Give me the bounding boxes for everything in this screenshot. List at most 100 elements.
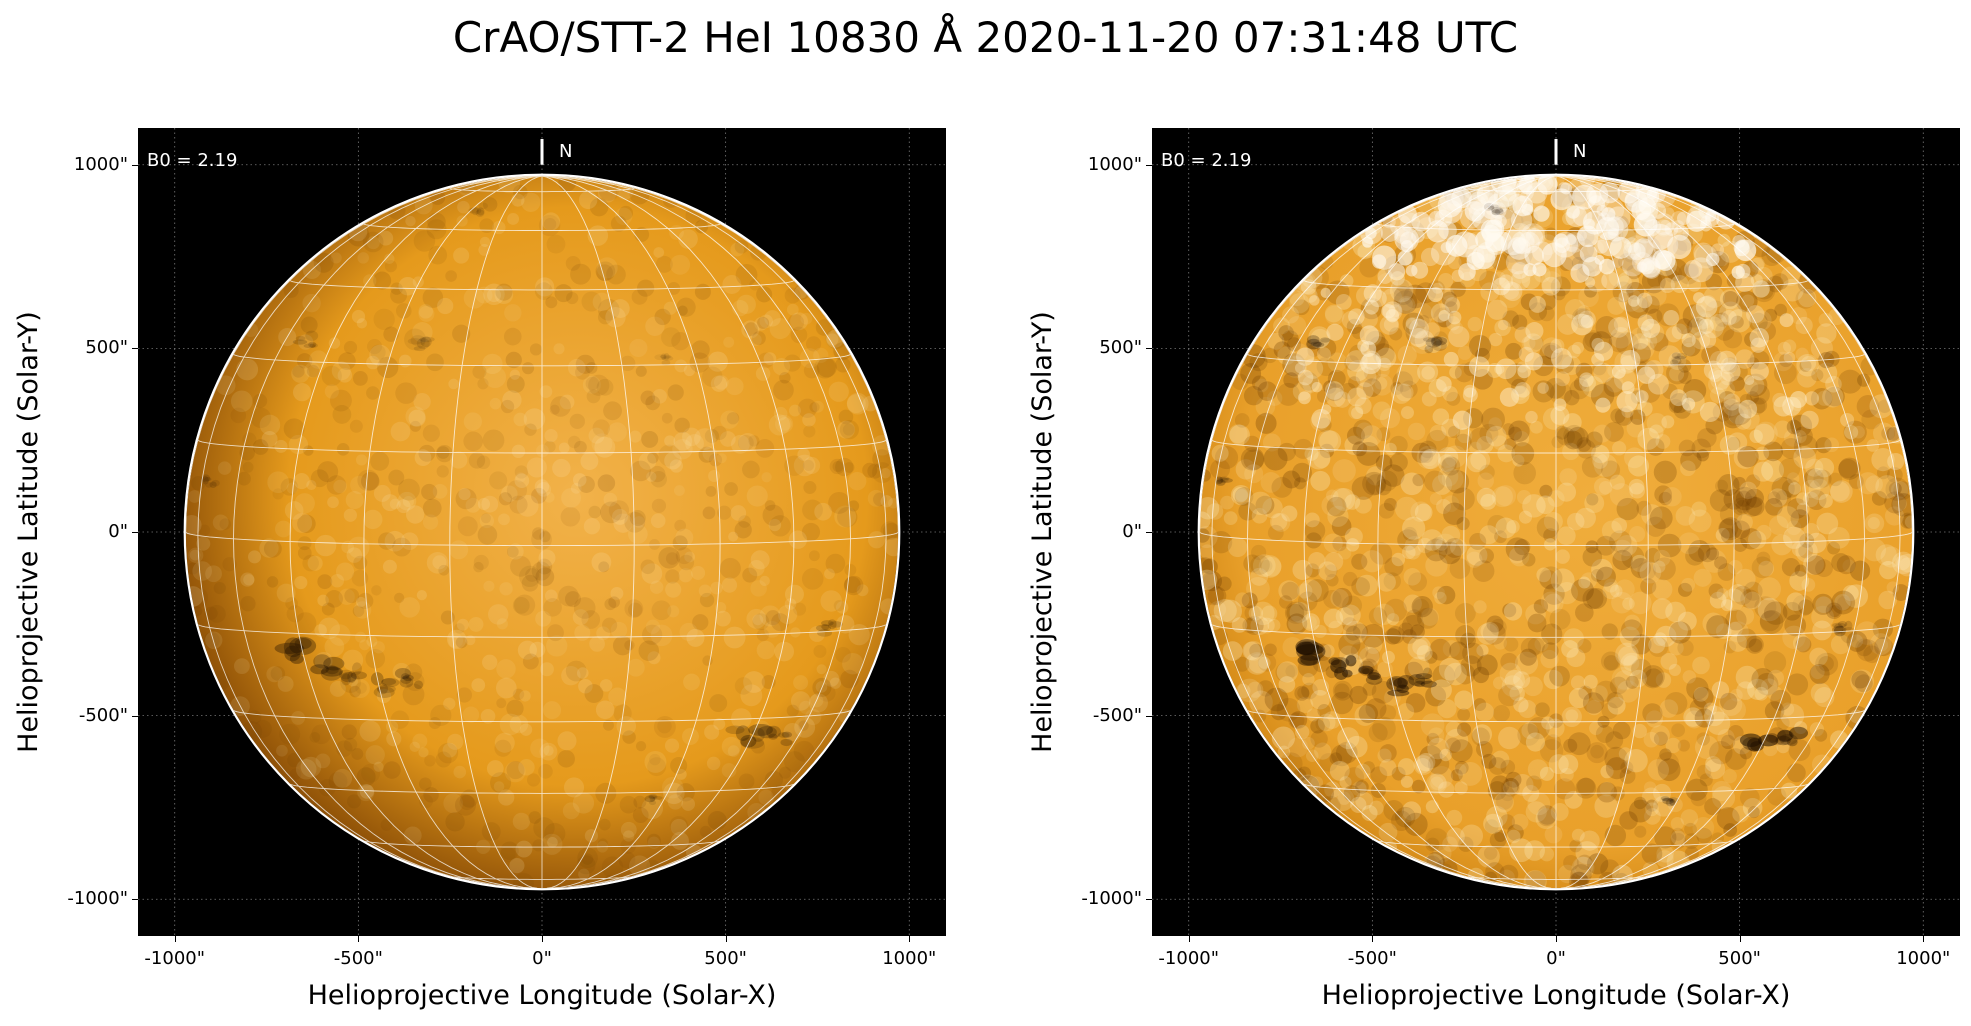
granule bbox=[1577, 638, 1592, 654]
granule bbox=[793, 740, 815, 762]
granule bbox=[574, 440, 587, 454]
granule bbox=[1846, 631, 1868, 652]
granule bbox=[1524, 840, 1545, 861]
dark-feature bbox=[1661, 797, 1674, 802]
granule bbox=[1722, 291, 1739, 307]
granule bbox=[1479, 464, 1495, 480]
granule bbox=[591, 552, 612, 573]
granule bbox=[1843, 420, 1867, 444]
granule bbox=[598, 818, 611, 831]
granule bbox=[1876, 466, 1890, 480]
granule bbox=[519, 565, 541, 588]
granule bbox=[479, 218, 495, 234]
granule bbox=[1386, 626, 1405, 644]
granule bbox=[597, 838, 608, 849]
granule bbox=[1697, 428, 1717, 448]
bright-patch bbox=[1750, 362, 1769, 381]
bright-patch bbox=[1682, 397, 1696, 411]
granule bbox=[678, 568, 693, 583]
granule bbox=[259, 414, 281, 436]
x-tick-label: -1000" bbox=[144, 948, 206, 969]
granule bbox=[677, 305, 688, 316]
granule bbox=[1342, 595, 1363, 616]
granule bbox=[1408, 656, 1430, 678]
granule bbox=[1559, 468, 1577, 486]
dark-feature bbox=[1415, 673, 1432, 680]
bright-patch bbox=[1397, 250, 1413, 266]
bright-patch bbox=[1616, 390, 1638, 413]
bright-patch bbox=[1596, 204, 1609, 217]
granule bbox=[1814, 687, 1835, 708]
x-tick-mark bbox=[725, 936, 727, 942]
granule bbox=[1534, 702, 1550, 718]
granule bbox=[1554, 778, 1576, 800]
bright-patch bbox=[1640, 257, 1661, 278]
granule bbox=[592, 292, 612, 312]
granule bbox=[653, 715, 676, 738]
granule bbox=[291, 710, 306, 725]
granule bbox=[1240, 363, 1262, 384]
dark-feature bbox=[323, 656, 345, 671]
granule bbox=[1828, 472, 1843, 487]
granule bbox=[341, 724, 357, 740]
granule bbox=[756, 628, 770, 642]
granule bbox=[1481, 753, 1497, 769]
granule bbox=[1760, 678, 1778, 695]
granule bbox=[1446, 827, 1465, 846]
granule bbox=[564, 591, 581, 608]
granule bbox=[1469, 441, 1482, 455]
granule bbox=[628, 524, 648, 544]
bright-patch bbox=[1533, 205, 1550, 222]
bright-patch bbox=[1311, 381, 1323, 393]
bright-patch bbox=[1647, 223, 1674, 250]
granule bbox=[1641, 295, 1660, 314]
granule bbox=[1825, 602, 1843, 620]
granule bbox=[1850, 669, 1875, 694]
granule bbox=[1644, 668, 1664, 688]
granule bbox=[442, 742, 458, 758]
granule bbox=[1303, 288, 1318, 303]
granule bbox=[1685, 546, 1705, 566]
granule bbox=[292, 383, 312, 402]
granule bbox=[496, 618, 508, 630]
granule bbox=[1763, 441, 1783, 462]
granule bbox=[1748, 638, 1763, 653]
granule bbox=[1420, 299, 1441, 319]
granule bbox=[463, 431, 483, 452]
granule bbox=[219, 518, 231, 530]
granule bbox=[1351, 326, 1365, 340]
granule bbox=[250, 407, 272, 429]
granule bbox=[408, 409, 426, 427]
granule bbox=[307, 555, 323, 571]
granule bbox=[769, 317, 791, 340]
dark-feature bbox=[320, 665, 342, 681]
granule bbox=[544, 589, 558, 603]
granule bbox=[1714, 312, 1730, 327]
granule bbox=[529, 343, 543, 356]
granule bbox=[588, 505, 601, 519]
granule bbox=[1263, 446, 1288, 471]
dark-feature bbox=[284, 645, 301, 662]
granule bbox=[361, 763, 381, 783]
granule bbox=[691, 565, 706, 580]
granule bbox=[748, 435, 760, 447]
granule bbox=[1499, 287, 1521, 309]
granule bbox=[1537, 808, 1556, 827]
granule bbox=[1733, 486, 1757, 511]
granule bbox=[1631, 658, 1652, 680]
granule bbox=[847, 394, 866, 414]
dark-feature bbox=[1742, 736, 1763, 751]
granule bbox=[1652, 557, 1676, 581]
granule bbox=[1473, 698, 1487, 712]
granule bbox=[1746, 474, 1761, 489]
granule bbox=[1235, 592, 1250, 607]
granule bbox=[1503, 777, 1519, 794]
granule bbox=[1612, 281, 1634, 303]
granule bbox=[1316, 784, 1335, 803]
dark-feature bbox=[394, 667, 411, 679]
granule bbox=[1297, 686, 1310, 699]
granule bbox=[1578, 286, 1599, 308]
granule bbox=[1580, 572, 1597, 589]
granule bbox=[1494, 829, 1507, 843]
granule bbox=[1282, 353, 1306, 377]
